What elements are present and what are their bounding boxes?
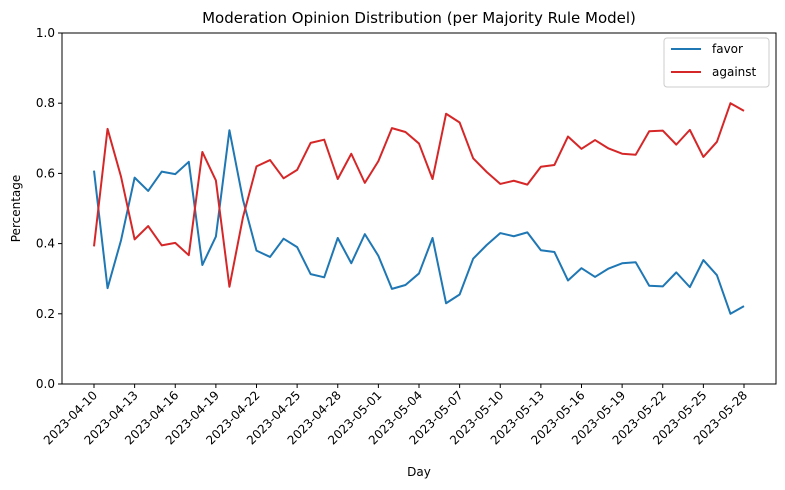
y-axis: 0.0 0.2 0.4 0.6 0.8 1.0	[36, 26, 62, 391]
y-tick-label: 0.6	[36, 166, 55, 180]
y-tick-label: 0.2	[36, 307, 55, 321]
y-tick-label: 0.0	[36, 377, 55, 391]
legend-box	[663, 37, 770, 88]
y-tick-label: 0.4	[36, 237, 55, 251]
plot-area	[93, 102, 745, 315]
legend-label-favor: favor	[712, 42, 743, 56]
y-tick-label: 0.8	[36, 96, 55, 110]
legend: favor against	[663, 37, 770, 88]
series-line-favor	[93, 129, 745, 315]
series-line-against	[93, 102, 745, 288]
legend-label-against: against	[712, 65, 757, 79]
x-axis-label: Day	[407, 465, 431, 479]
y-axis-label: Percentage	[9, 175, 23, 243]
chart-title: Moderation Opinion Distribution (per Maj…	[202, 9, 636, 27]
y-tick-label: 1.0	[36, 26, 55, 40]
x-axis: 2023-04-102023-04-132023-04-162023-04-19…	[41, 384, 750, 447]
